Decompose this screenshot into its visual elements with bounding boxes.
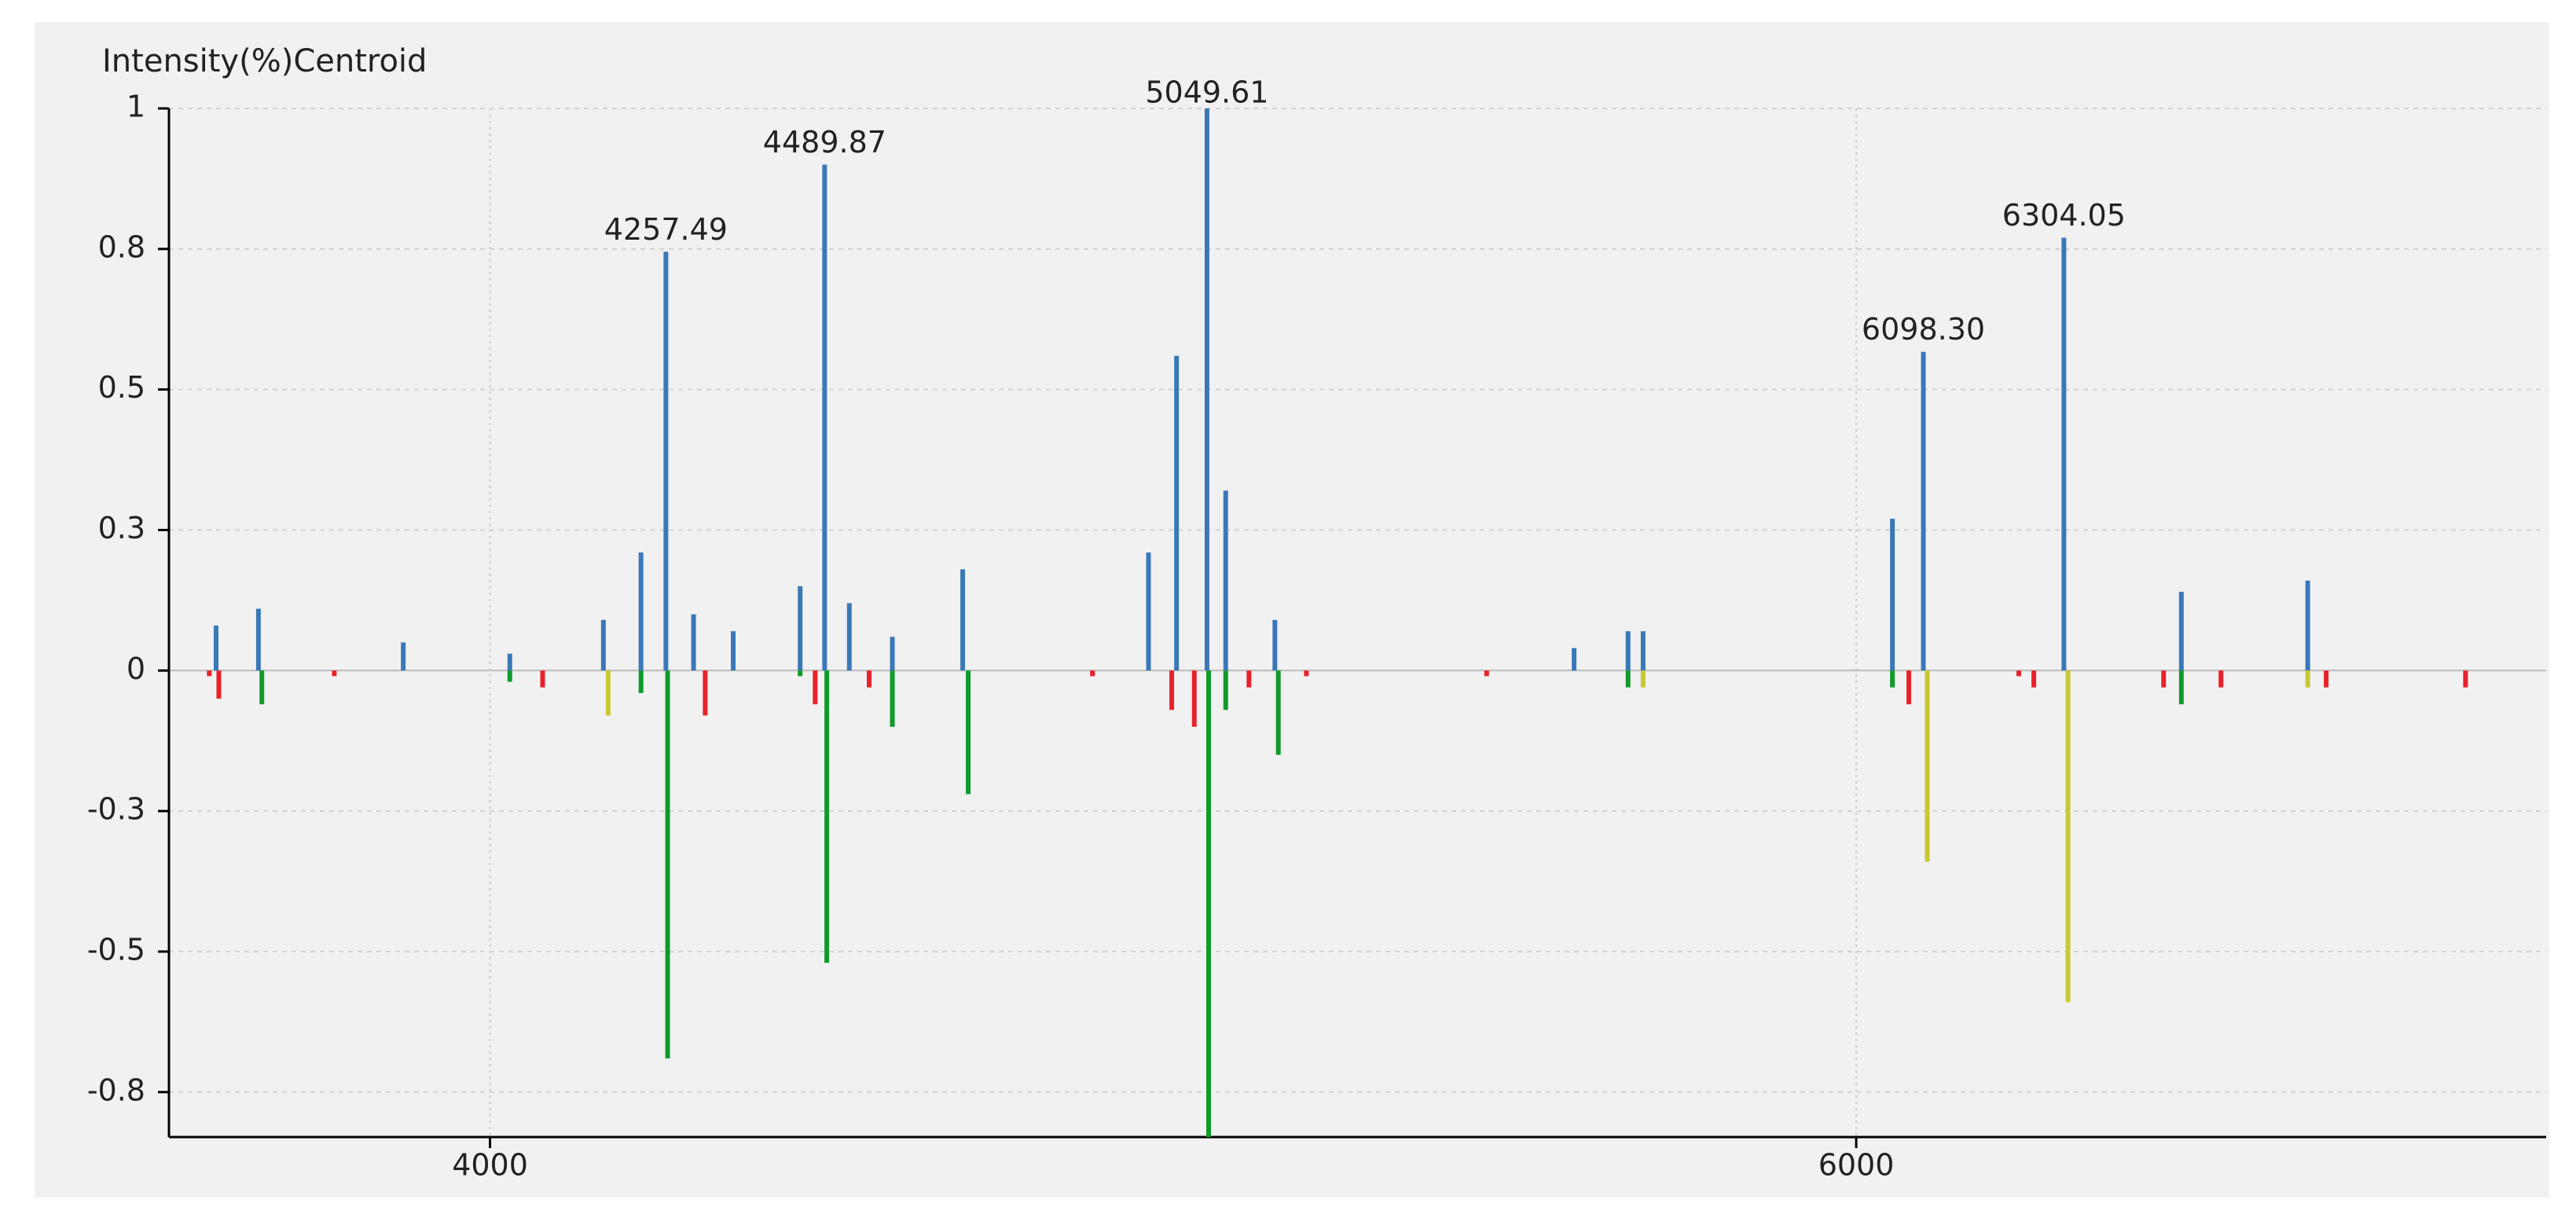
y-tick-label: 0.3 — [98, 511, 145, 545]
y-tick-label: 0 — [127, 651, 145, 686]
peak-label: 6304.05 — [2002, 198, 2126, 233]
y-tick-label: 0.5 — [98, 370, 145, 405]
x-tick-label: 6000 — [1818, 1148, 1895, 1183]
y-tick-label: -0.8 — [87, 1073, 145, 1107]
peak-label: 5049.61 — [1145, 75, 1268, 110]
y-tick-label: -0.5 — [87, 932, 145, 967]
peak-label: 4489.87 — [763, 125, 886, 160]
x-tick-label: 4000 — [452, 1148, 528, 1183]
chart-panel — [35, 22, 2549, 1198]
y-tick-label: 0.8 — [98, 229, 145, 264]
y-tick-label: -0.3 — [87, 792, 145, 827]
peak-label: 6098.30 — [1862, 312, 1985, 347]
peak-label: 4257.49 — [604, 212, 728, 247]
y-axis-title: Intensity(%)Centroid — [102, 43, 427, 79]
y-tick-label: 1 — [127, 90, 145, 124]
